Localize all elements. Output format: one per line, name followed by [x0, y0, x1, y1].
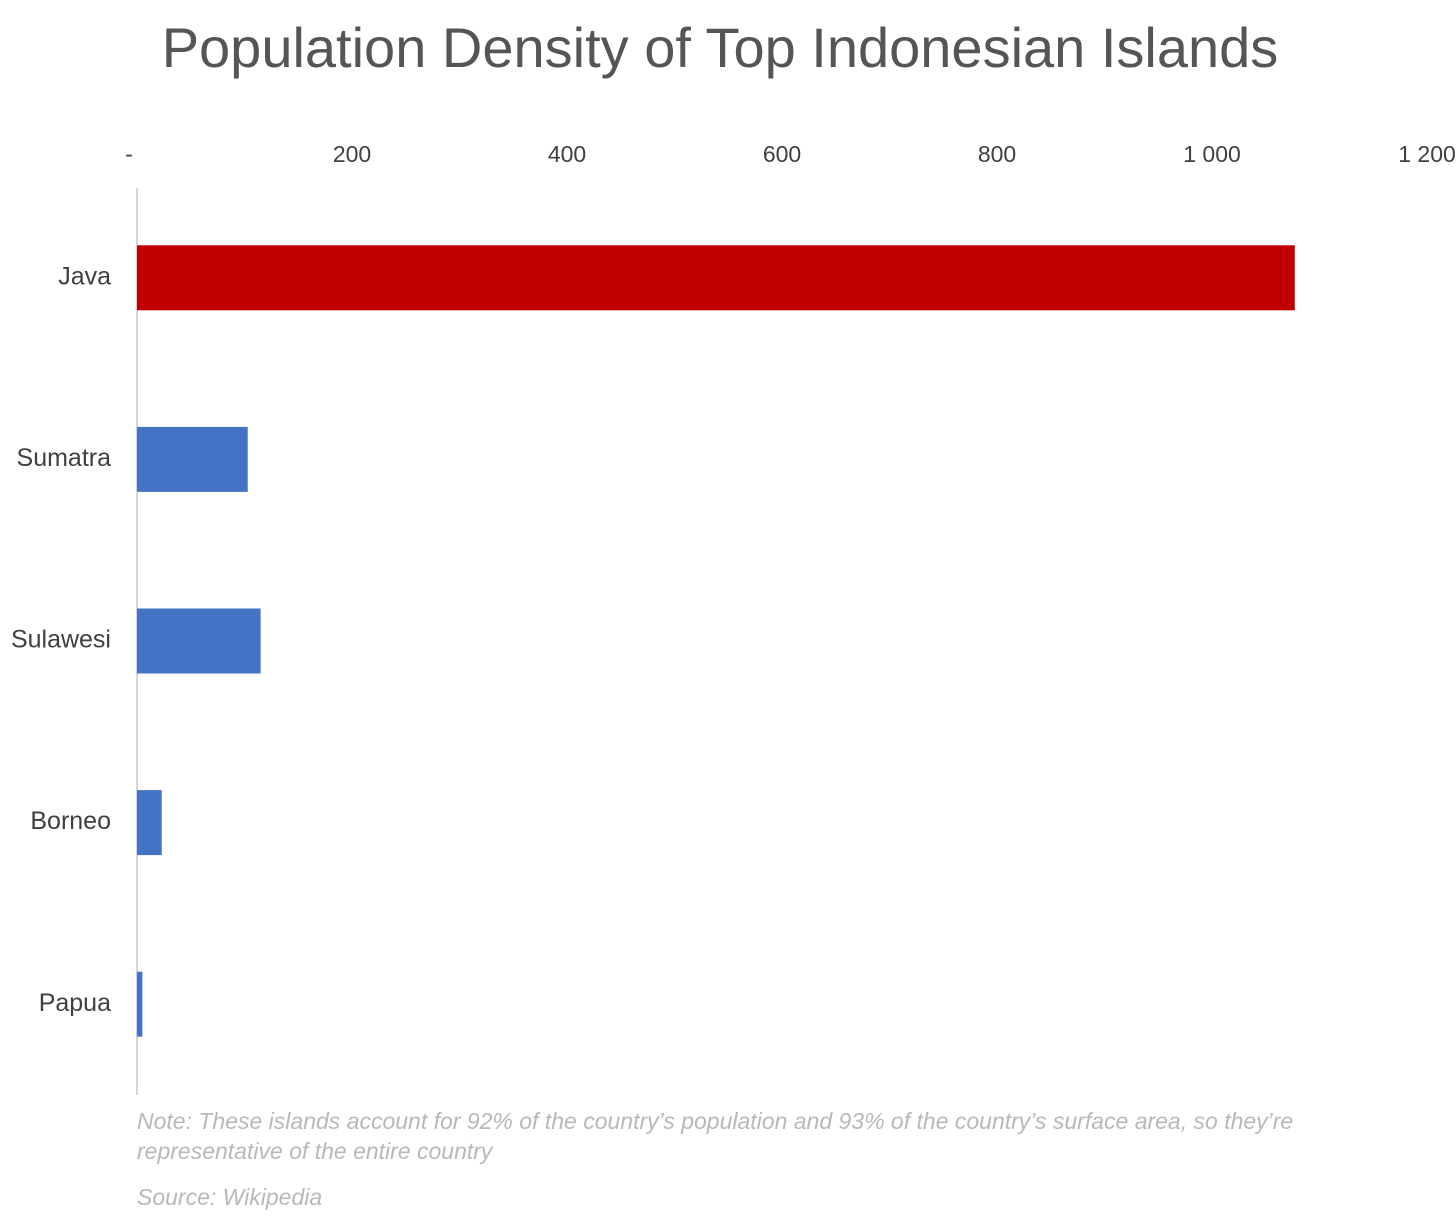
y-tick-label: Sumatra: [17, 444, 112, 472]
bar: [137, 608, 261, 674]
bar: [137, 426, 248, 492]
y-tick-label: Java: [58, 262, 111, 290]
chart-title: Population Density of Top Indonesian Isl…: [162, 16, 1279, 79]
x-tick-label: 800: [978, 141, 1016, 167]
note: Note: These islands account for 92% of t…: [137, 1108, 1294, 1164]
x-tick-label: -: [125, 141, 133, 167]
x-tick-label: 1 000: [1183, 141, 1241, 167]
y-tick-label: Sulawesi: [11, 626, 111, 654]
source: Source: Wikipedia: [137, 1184, 323, 1210]
x-tick-label: 600: [763, 141, 801, 167]
bar: [137, 790, 162, 856]
x-tick-label: 400: [548, 141, 586, 167]
y-tick-label: Papua: [39, 989, 111, 1017]
bar: [137, 971, 143, 1037]
y-tick-label: Borneo: [30, 807, 111, 835]
x-tick-label: 1 200: [1398, 141, 1456, 167]
chart: Population Density of Top Indonesian Isl…: [11, 16, 1456, 1095]
x-tick-label: 200: [333, 141, 371, 167]
bar: [137, 245, 1295, 311]
